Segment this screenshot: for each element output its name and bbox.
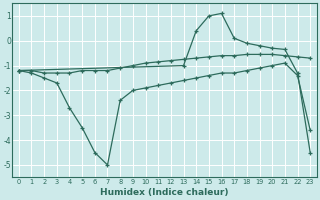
X-axis label: Humidex (Indice chaleur): Humidex (Indice chaleur) bbox=[100, 188, 229, 197]
